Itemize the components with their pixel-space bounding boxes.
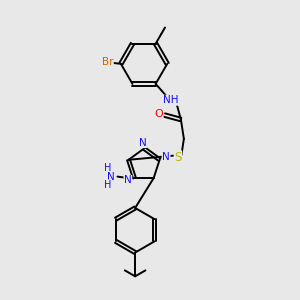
Text: H: H: [104, 163, 111, 173]
Text: S: S: [174, 151, 182, 164]
Text: NH: NH: [163, 95, 178, 105]
Text: Br: Br: [102, 57, 113, 67]
Text: N: N: [124, 176, 132, 185]
Text: N: N: [107, 172, 115, 182]
Text: H: H: [104, 180, 111, 190]
Text: N: N: [139, 138, 146, 148]
Text: O: O: [154, 109, 163, 118]
Text: N: N: [162, 152, 170, 162]
